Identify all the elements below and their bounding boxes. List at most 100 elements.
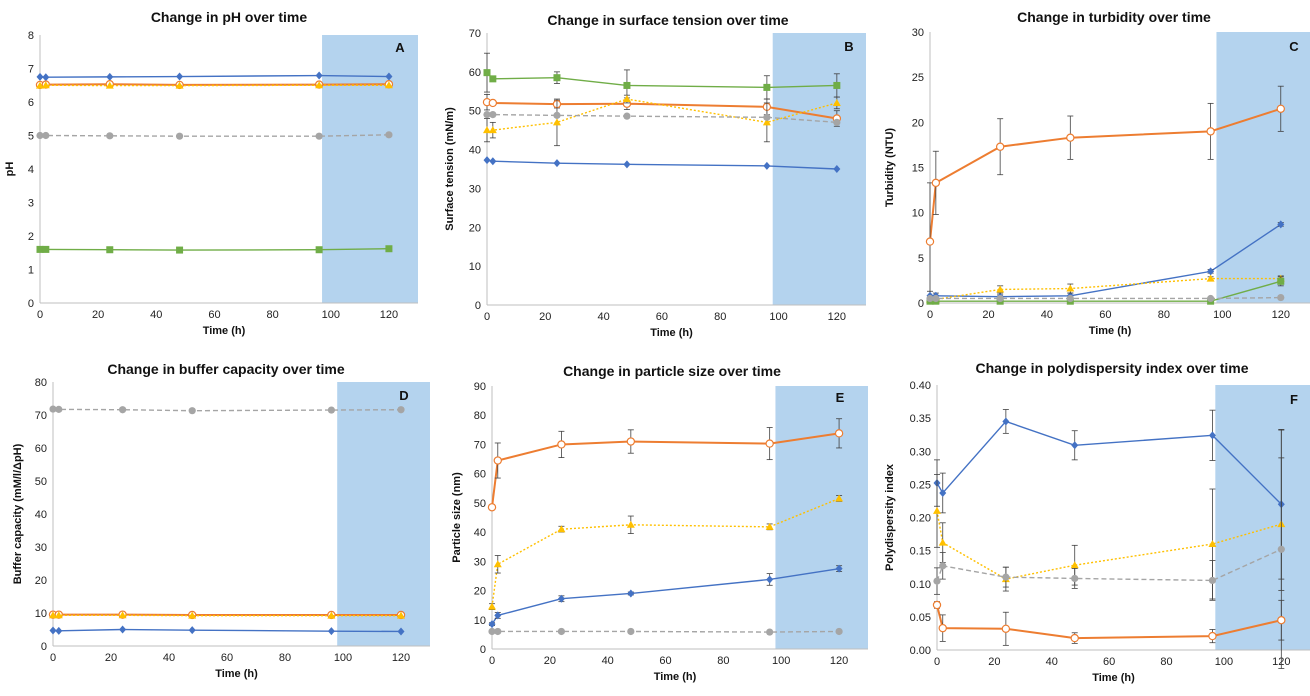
- data-point: [833, 165, 841, 173]
- y-tick-label: 0.10: [910, 579, 931, 591]
- data-point: [1002, 573, 1010, 581]
- data-point: [489, 157, 497, 166]
- x-tick-label: 40: [1041, 309, 1053, 321]
- data-point: [557, 594, 565, 603]
- data-point: [926, 294, 934, 303]
- x-tick-label: 60: [221, 652, 233, 664]
- chart-title: Change in surface tension over time: [547, 12, 788, 28]
- data-point: [553, 111, 561, 119]
- data-point: [119, 625, 127, 634]
- chart-panel-d: 0 20 40 60 80 100 120 0 10 20 30 40 50 60 70 80 Change i…: [12, 361, 430, 680]
- data-point: [938, 623, 947, 633]
- data-point: [49, 611, 57, 619]
- panel-letter: D: [399, 388, 408, 403]
- data-point: [118, 611, 127, 619]
- chart-panel-a: 0 20 40 60 80 100 120 0 1 2 3 4 5 6 7 8 Change in pH ove…: [4, 9, 418, 337]
- data-point: [996, 294, 1004, 303]
- data-point: [106, 72, 114, 81]
- data-point: [835, 564, 843, 573]
- y-tick-label: 0.35: [910, 413, 931, 425]
- y-tick-label: 20: [35, 575, 47, 587]
- y-tick-label: 40: [35, 509, 47, 521]
- x-tick-label: 120: [828, 311, 846, 323]
- data-point: [488, 620, 496, 629]
- x-tick-label: 120: [1272, 309, 1290, 321]
- data-point: [175, 132, 184, 140]
- x-tick-label: 120: [830, 655, 848, 667]
- data-point: [1071, 574, 1079, 583]
- y-tick-label: 10: [912, 208, 924, 220]
- y-tick-label: 8: [28, 30, 34, 42]
- data-point: [939, 562, 947, 570]
- data-point: [627, 589, 635, 598]
- data-point: [105, 81, 114, 89]
- data-point: [1277, 220, 1285, 229]
- data-point: [622, 95, 631, 103]
- data-point: [557, 525, 566, 533]
- chart-title: Change in buffer capacity over time: [107, 361, 344, 377]
- shaded-region: [1215, 385, 1310, 650]
- data-point: [42, 245, 50, 253]
- y-tick-label: 50: [35, 476, 47, 488]
- x-tick-label: 100: [769, 311, 787, 323]
- data-point: [188, 407, 196, 415]
- data-point: [627, 627, 635, 636]
- data-point: [1066, 284, 1075, 292]
- y-tick-label: 5: [918, 253, 924, 265]
- data-point: [385, 131, 393, 139]
- data-point: [385, 72, 393, 81]
- data-point: [119, 406, 127, 414]
- series-green: [483, 52, 841, 102]
- data-point: [41, 81, 50, 89]
- x-tick-label: 20: [92, 309, 104, 321]
- series-line: [491, 432, 840, 508]
- data-point: [1066, 133, 1075, 142]
- y-tick-label: 90: [474, 381, 486, 393]
- data-point: [833, 118, 841, 126]
- data-point: [36, 81, 44, 89]
- data-point: [397, 627, 405, 636]
- data-point: [835, 627, 843, 636]
- data-point: [315, 81, 324, 89]
- series-orange: [487, 418, 844, 512]
- data-point: [188, 611, 197, 619]
- series-line: [936, 510, 1282, 580]
- data-point: [763, 113, 771, 121]
- chart-title: Change in pH over time: [151, 9, 308, 25]
- x-axis-label: Time (h): [1092, 672, 1135, 684]
- y-tick-label: 30: [912, 27, 924, 39]
- series-orange: [932, 599, 1286, 646]
- data-point: [1001, 624, 1011, 634]
- y-tick-label: 0.15: [910, 546, 931, 558]
- y-tick-label: 60: [474, 469, 486, 481]
- data-point: [623, 81, 631, 89]
- y-tick-label: 70: [474, 439, 486, 451]
- x-tick-label: 120: [392, 652, 410, 664]
- data-point: [397, 406, 405, 414]
- data-point: [483, 126, 491, 134]
- data-point: [1277, 277, 1285, 285]
- data-point: [932, 600, 942, 610]
- data-point: [488, 98, 498, 108]
- y-tick-label: 20: [912, 117, 924, 129]
- data-point: [623, 160, 631, 169]
- data-point: [557, 627, 566, 636]
- x-tick-label: 120: [380, 309, 398, 321]
- x-tick-label: 60: [659, 655, 671, 667]
- y-tick-label: 0: [480, 644, 486, 656]
- y-tick-label: 80: [35, 377, 47, 389]
- data-point: [315, 246, 323, 254]
- series-yellow: [488, 494, 844, 610]
- series-gray: [488, 627, 843, 636]
- x-tick-label: 60: [656, 311, 668, 323]
- data-point: [933, 577, 941, 585]
- series-gray: [49, 405, 405, 415]
- panel-letter: B: [844, 39, 853, 54]
- shaded-region: [337, 382, 430, 646]
- data-point: [626, 437, 636, 446]
- data-point: [49, 405, 57, 413]
- data-point: [932, 294, 940, 303]
- x-tick-label: 80: [714, 311, 726, 323]
- y-tick-label: 0: [41, 641, 47, 653]
- data-point: [315, 71, 323, 80]
